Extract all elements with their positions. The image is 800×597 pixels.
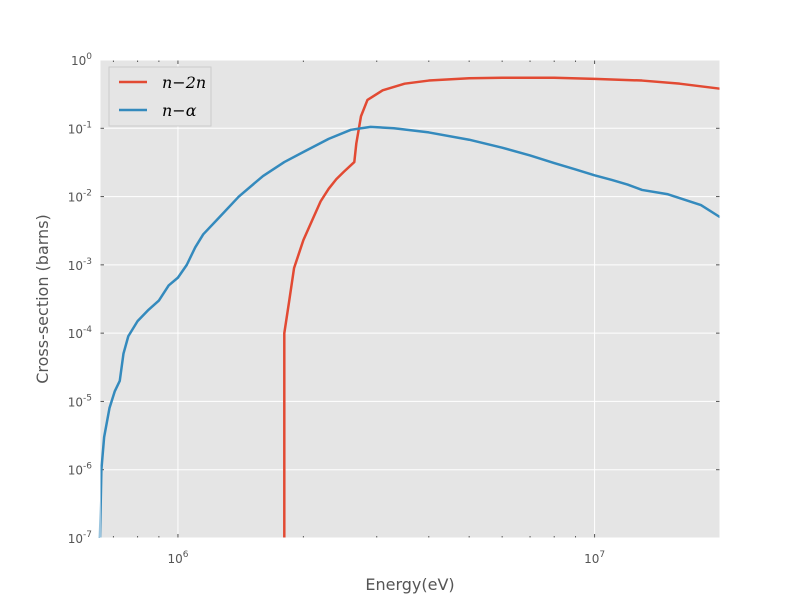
y-tick-label: 10-4 bbox=[68, 325, 93, 341]
legend-label-n-2n: n−2n bbox=[162, 73, 206, 92]
plot-background bbox=[100, 60, 720, 538]
y-tick-labels: 10-7 10-6 10-5 10-4 10-3 10-2 10-1 100 bbox=[68, 52, 93, 546]
y-tick-label: 10-3 bbox=[68, 257, 92, 273]
y-tick-label: 10-2 bbox=[68, 189, 92, 205]
series-lines bbox=[98, 76, 721, 539]
y-tick-label: 100 bbox=[71, 52, 92, 68]
y-tick-label: 10-5 bbox=[68, 393, 92, 409]
plot-frame bbox=[99, 59, 721, 539]
x-tick-label: 106 bbox=[167, 550, 188, 566]
x-tick-label: 107 bbox=[584, 550, 605, 566]
y-tick-label: 10-6 bbox=[68, 462, 93, 478]
series-line-1 bbox=[98, 125, 721, 539]
legend-label-n-alpha: n−α bbox=[162, 101, 197, 120]
legend: n−2n n−α bbox=[108, 66, 212, 127]
legend-box bbox=[108, 66, 212, 127]
x-tick-labels: 106 107 bbox=[167, 550, 605, 566]
y-tick-label: 10-7 bbox=[68, 530, 92, 546]
y-axis-label: Cross-section (barns) bbox=[33, 214, 52, 384]
y-tick-label: 10-1 bbox=[68, 120, 92, 136]
x-axis-label: Energy(eV) bbox=[365, 575, 454, 594]
